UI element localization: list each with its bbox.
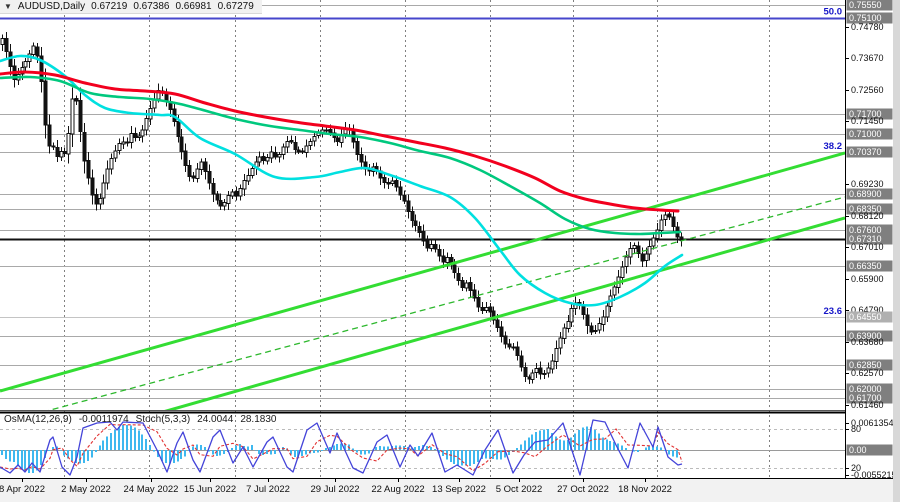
svg-text:0.61700: 0.61700 <box>849 393 882 403</box>
trendline-upper-channel <box>0 151 845 393</box>
stochastic-lines <box>0 419 683 476</box>
ma-green-line <box>0 75 682 236</box>
svg-text:0.71450: 0.71450 <box>851 116 884 126</box>
ohlc-open: 0.67219 <box>91 1 128 12</box>
symbol-period-label: AUDUSD,Daily <box>17 1 86 12</box>
svg-text:0.0061354: 0.0061354 <box>851 418 894 428</box>
svg-text:0.67310: 0.67310 <box>849 234 882 244</box>
osma-histogram <box>1 425 679 474</box>
window-edge-strip <box>893 0 900 502</box>
time-label: 7 Jul 2022 <box>246 484 290 495</box>
collapse-icon[interactable]: ▼ <box>4 2 12 11</box>
fib-label-38-2: 38.2 <box>824 141 843 152</box>
svg-text:0.68350: 0.68350 <box>849 204 882 214</box>
svg-text:0.62850: 0.62850 <box>849 360 882 370</box>
svg-text:0.71700: 0.71700 <box>849 109 882 119</box>
svg-text:0.63900: 0.63900 <box>849 331 882 341</box>
svg-text:0.67010: 0.67010 <box>851 242 884 252</box>
svg-text:0.64550: 0.64550 <box>849 312 882 322</box>
svg-text:0.66350: 0.66350 <box>849 261 882 271</box>
trendline-lower-channel <box>162 216 845 411</box>
time-scale[interactable]: 8 Apr 2022 2 May 2022 24 May 2022 15 Jun 20… <box>0 479 893 502</box>
svg-text:0.63680: 0.63680 <box>851 337 884 347</box>
svg-text:0.75100: 0.75100 <box>849 13 882 23</box>
svg-text:20: 20 <box>851 463 861 473</box>
trendline-mid-channel <box>44 196 845 411</box>
svg-text:-0.0055215: -0.0055215 <box>851 470 897 480</box>
chart-ohlc-header: ▼ AUDUSD,Daily 0.67219 0.67386 0.66981 0… <box>0 0 262 14</box>
horizontal-level-lines <box>0 5 845 399</box>
svg-text:0.72560: 0.72560 <box>851 85 884 95</box>
time-label: 22 Aug 2022 <box>371 484 424 495</box>
svg-text:0.75550: 0.75550 <box>849 0 882 10</box>
time-label: 15 Jun 2022 <box>184 484 236 495</box>
ohlc-close: 0.67279 <box>217 1 254 12</box>
svg-text:0.67600: 0.67600 <box>849 225 882 235</box>
svg-text:0.62000: 0.62000 <box>849 384 882 394</box>
stoch-k-line <box>0 419 683 476</box>
ma-red-line <box>0 70 680 213</box>
osma-name: OsMA(12,26,9) <box>4 414 72 425</box>
trendlines-layer <box>0 151 845 411</box>
time-label: 2 May 2022 <box>61 484 111 495</box>
fib-label-50-0: 50.0 <box>824 7 843 18</box>
svg-text:0.65900: 0.65900 <box>851 274 884 284</box>
svg-text:0.69230: 0.69230 <box>851 179 884 189</box>
ohlc-low: 0.66981 <box>175 1 212 12</box>
indicator-level-lines <box>0 429 845 469</box>
svg-text:0.68120: 0.68120 <box>851 211 884 221</box>
time-label: 18 Nov 2022 <box>618 484 672 495</box>
ma-cyan-line <box>0 54 684 307</box>
time-label: 24 May 2022 <box>124 484 179 495</box>
time-label: 8 Apr 2022 <box>0 484 45 495</box>
svg-text:0.00: 0.00 <box>849 445 867 455</box>
svg-text:80: 80 <box>851 424 861 434</box>
svg-text:0.68900: 0.68900 <box>849 189 882 199</box>
fibonacci-labels: 50.0 38.2 23.6 <box>824 7 843 318</box>
stoch-name: Stoch(5,3,3) <box>135 414 191 425</box>
ohlc-high: 0.67386 <box>133 1 170 12</box>
svg-text:0.73670: 0.73670 <box>851 53 884 63</box>
svg-text:0.74780: 0.74780 <box>851 22 884 32</box>
osma-value: -0.0011974 <box>78 414 129 425</box>
svg-text:0.62570: 0.62570 <box>851 368 884 378</box>
time-label: 29 Jul 2022 <box>310 484 359 495</box>
svg-text:0.70370: 0.70370 <box>849 147 882 157</box>
fib-label-23-6: 23.6 <box>824 306 843 317</box>
moving-averages-layer <box>0 54 684 307</box>
indicator-label: OsMA(12,26,9) -0.0011974 Stoch(5,3,3) 24… <box>4 414 276 425</box>
time-label: 5 Oct 2022 <box>496 484 542 495</box>
stoch-k-value: 24.0044 <box>197 414 234 425</box>
stoch-d-value: 28.1830 <box>240 414 277 425</box>
svg-text:0.71000: 0.71000 <box>849 129 882 139</box>
time-label: 27 Oct 2022 <box>557 484 609 495</box>
time-label: 13 Sep 2022 <box>432 484 486 495</box>
svg-text:0.64790: 0.64790 <box>851 305 884 315</box>
svg-text:0.61460: 0.61460 <box>851 400 884 410</box>
